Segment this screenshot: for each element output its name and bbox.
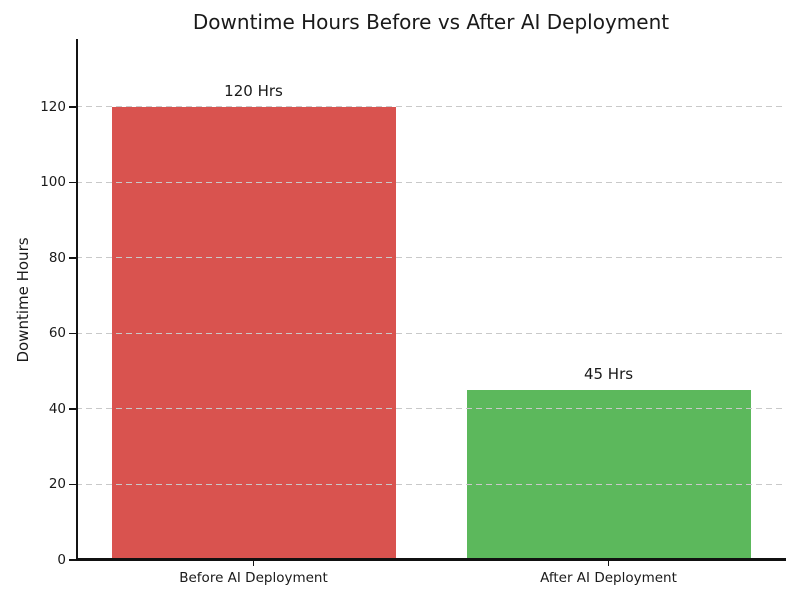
- gridline-y-100: [76, 181, 786, 183]
- y-tick-label-0: 0: [57, 552, 66, 568]
- gridline-y-80: [76, 257, 786, 259]
- y-tick-label-120: 120: [40, 98, 66, 115]
- plot-area: 120 Hrs 45 Hrs: [69, 39, 786, 566]
- y-tick-mark-40: [69, 408, 76, 410]
- gridline-y-40: [76, 408, 786, 410]
- bar-after: [466, 390, 751, 560]
- gridline-y-120: [76, 106, 786, 108]
- y-axis-spine: [76, 39, 78, 560]
- y-tick-label-60: 60: [48, 325, 66, 342]
- gridline-y-60: [76, 332, 786, 334]
- x-tick-label-1: After AI Deployment: [540, 570, 677, 586]
- y-tick-label-100: 100: [40, 174, 66, 191]
- x-tick-mark-1: [607, 560, 610, 566]
- y-tick-mark-60: [69, 332, 76, 335]
- y-tick-label-20: 20: [48, 476, 66, 493]
- y-tick-mark-100: [69, 181, 76, 184]
- gridline-y-20: [76, 483, 786, 485]
- bar-value-label-before: 120 Hrs: [224, 81, 283, 100]
- chart-title: Downtime Hours Before vs After AI Deploy…: [192, 10, 670, 34]
- bar-value-label-after: 45 Hrs: [583, 365, 634, 384]
- x-tick-mark-0: [252, 560, 255, 566]
- y-tick-label-40: 40: [48, 400, 66, 417]
- y-tick-mark-20: [69, 483, 76, 486]
- y-tick-mark-0: [69, 559, 76, 561]
- x-tick-label-0: Before AI Deployment: [179, 570, 328, 586]
- x-axis-spine: [76, 558, 786, 561]
- y-tick-mark-120: [69, 106, 76, 108]
- y-tick-mark-80: [69, 257, 76, 259]
- y-tick-label-80: 80: [48, 249, 66, 266]
